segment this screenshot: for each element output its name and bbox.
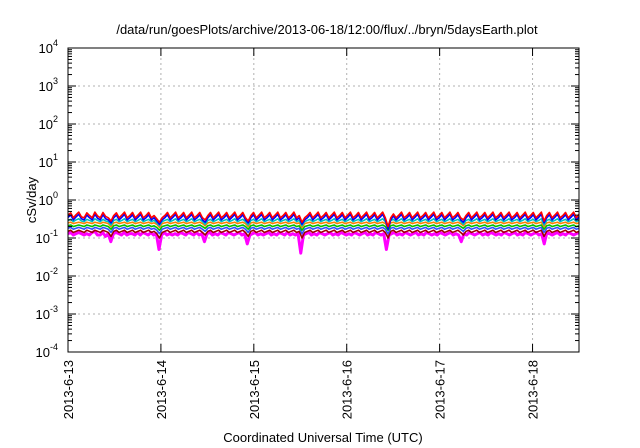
y-tick-label: 10-3 [36,304,58,322]
y-tick-label: 104 [39,38,58,56]
grid [68,48,579,352]
x-tick-label: 2013-6-17 [433,360,448,419]
x-axis-label: Coordinated Universal Time (UTC) [223,430,422,445]
series-line [67,218,580,227]
y-tick-label: 102 [39,114,58,132]
series-line [67,221,580,229]
x-tick-label: 2013-6-16 [340,360,355,419]
y-tick-label: 10-2 [36,266,58,284]
y-tick-label: 103 [39,76,58,94]
series-line [67,229,580,255]
series-line [67,213,580,231]
x-tick-label: 2013-6-15 [247,360,262,419]
series-lines [67,211,580,255]
x-tick-label: 2013-6-14 [154,360,169,419]
x-tick-label: 2013-6-13 [61,360,76,419]
x-tick-label: 2013-6-18 [526,360,541,419]
y-tick-label: 101 [39,152,58,170]
series-line [67,224,580,232]
y-tick-label: 10-1 [36,228,58,246]
x-axis-ticks: 2013-6-13 2013-6-14 2013-6-15 2013-6-16 2013… [61,48,541,419]
y-axis-ticks: 10-4 10-3 10-2 10-1 100 101 102 103 104 [36,38,579,360]
chart-title: /data/run/goesPlots/archive/2013-06-18/1… [116,22,538,37]
series-line [67,226,580,235]
series-line [67,211,580,228]
y-tick-label: 100 [39,190,58,208]
y-axis-label: cSv/day [24,176,39,223]
series-line [67,229,580,239]
y-tick-label: 10-4 [36,342,58,360]
